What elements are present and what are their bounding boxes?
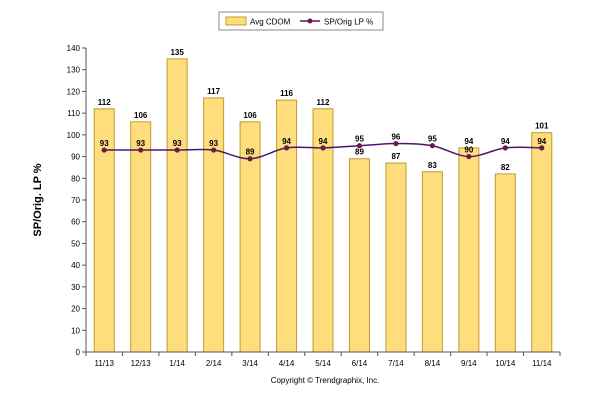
line-point-label: 96 <box>391 133 400 142</box>
line-point-label: 89 <box>246 148 255 157</box>
bar-value-label: 82 <box>501 163 510 172</box>
line-point-6-14 <box>356 143 363 149</box>
legend-swatch-avg-cdom <box>225 16 247 26</box>
bar-value-label: 135 <box>170 48 184 57</box>
line-point-label: 95 <box>355 135 364 144</box>
line-point-8-14 <box>429 143 435 149</box>
x-tick-label: 7/14 <box>388 359 404 368</box>
bar-value-label: 117 <box>207 87 220 96</box>
bar-avg-cdom-6-14 <box>348 158 370 353</box>
line-point-5-14 <box>320 145 326 151</box>
y-tick-label: 110 <box>67 109 80 118</box>
y-tick-label: 10 <box>71 326 80 335</box>
axes <box>85 48 560 353</box>
x-axis-ticks: 11/13 12/13 1/14 2/14 3/14 4/14 5/14 6/14 7/14 8/… <box>85 352 561 368</box>
line-point-label: 94 <box>319 137 328 146</box>
y-tick-label: 80 <box>71 174 80 183</box>
line-point-label: 93 <box>173 139 182 148</box>
bar-value-label: 94 <box>464 137 473 146</box>
y-tick-label: 140 <box>67 44 81 53</box>
line-point-1-14 <box>174 147 180 153</box>
x-tick-label: 11/13 <box>95 359 115 368</box>
line-point-label: 94 <box>501 137 510 146</box>
y-tick-label: 40 <box>71 261 80 270</box>
bar-avg-cdom-10-14 <box>494 173 516 353</box>
bar-value-label: 112 <box>317 98 330 107</box>
x-tick-label: 12/13 <box>131 359 152 368</box>
y-tick-label: 100 <box>67 131 81 140</box>
bar-value-label: 83 <box>428 161 437 170</box>
line-point-9-14 <box>466 153 472 160</box>
x-tick-label: 11/14 <box>532 359 552 368</box>
line-point-label: 93 <box>209 139 218 148</box>
line-series <box>101 140 545 162</box>
bar-value-label: 101 <box>535 122 549 131</box>
y-tick-label: 50 <box>71 239 80 248</box>
bar-value-label: 106 <box>134 111 148 120</box>
y-tick-label: 70 <box>71 196 80 205</box>
bar-avg-cdom-9-14 <box>458 147 480 353</box>
bar-value-label: 116 <box>280 89 293 98</box>
x-tick-label: 3/14 <box>242 359 258 368</box>
x-tick-label: 8/14 <box>425 359 441 368</box>
line-point-7-14 <box>393 140 399 147</box>
legend: Avg CDOM SP/Orig LP % <box>218 11 384 31</box>
y-axis-title: SP/Orig. LP % <box>32 163 44 236</box>
x-tick-label: 2/14 <box>206 359 222 368</box>
line-point-3-14 <box>247 156 253 162</box>
bar-avg-cdom-2-14 <box>203 97 225 353</box>
y-tick-label: 60 <box>71 218 80 227</box>
bar-avg-cdom-11-14 <box>531 132 553 353</box>
bar-value-labels: 112 106 135 117 106 116 112 89 87 83 94 82 101 <box>98 48 549 172</box>
line-point-2-14 <box>211 147 217 153</box>
x-tick-label: 1/14 <box>169 359 185 368</box>
x-tick-label: 4/14 <box>279 359 295 368</box>
x-tick-label: 6/14 <box>352 359 368 368</box>
bar-avg-cdom-8-14 <box>421 171 443 353</box>
x-tick-label: 5/14 <box>315 359 331 368</box>
bar-avg-cdom-12-13 <box>130 121 152 353</box>
line-point-11-13 <box>101 147 107 153</box>
y-tick-label: 0 <box>76 348 81 357</box>
bar-avg-cdom-7-14 <box>385 162 407 353</box>
bar-series <box>93 58 553 353</box>
legend-swatch-marker <box>307 18 313 24</box>
line-point-label: 95 <box>428 135 437 144</box>
bar-value-label: 89 <box>355 148 364 157</box>
line-point-label: 93 <box>100 139 109 148</box>
x-tick-label: 9/14 <box>461 359 477 368</box>
legend-label-avg-cdom: Avg CDOM <box>250 18 291 27</box>
legend-label-sp-orig-lp: SP/Orig LP % <box>324 18 373 27</box>
line-point-label: 93 <box>136 139 145 148</box>
bar-value-label: 106 <box>243 111 257 120</box>
line-point-12-13 <box>138 147 144 153</box>
y-tick-label: 120 <box>67 87 81 96</box>
bar-value-label: 112 <box>98 98 111 107</box>
x-tick-label: 10/14 <box>495 359 516 368</box>
line-point-11-14 <box>539 145 545 151</box>
line-point-label: 94 <box>282 137 291 146</box>
bar-avg-cdom-1-14 <box>166 58 188 353</box>
y-tick-label: 30 <box>71 283 80 292</box>
bar-value-label: 87 <box>391 152 400 161</box>
line-point-4-14 <box>283 145 290 151</box>
line-point-10-14 <box>502 145 508 151</box>
line-point-label: 90 <box>464 146 473 155</box>
y-tick-label: 130 <box>67 66 81 75</box>
y-tick-label: 90 <box>71 153 80 162</box>
y-tick-label: 20 <box>71 305 80 314</box>
y-axis-ticks: 0 10 20 30 40 50 60 70 80 90 100 110 120 130 140 <box>67 44 86 357</box>
line-point-label: 94 <box>537 137 546 146</box>
copyright-text: Copyright © Trendgraphix, Inc. <box>271 376 380 385</box>
